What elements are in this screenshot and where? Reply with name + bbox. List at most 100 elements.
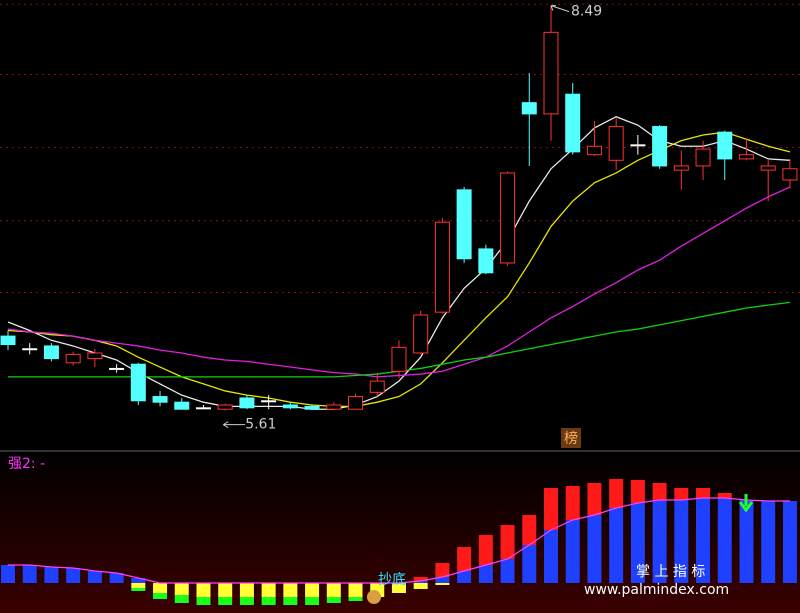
watermark-url: www.palmindex.com [584, 582, 729, 598]
candle-body [43, 345, 59, 360]
indicator-bar [283, 597, 298, 605]
indicator-bar [239, 597, 254, 605]
indicator-bar [761, 501, 776, 583]
indicator-bar [652, 483, 667, 500]
indicator-bar [44, 567, 59, 583]
candle-body [261, 400, 277, 403]
indicator-bar [478, 535, 493, 565]
indicator-bar [478, 565, 493, 583]
candle-body [22, 348, 38, 351]
indicator-bar [131, 578, 146, 583]
candle-body [87, 352, 103, 360]
indicator-bar [630, 503, 645, 583]
candle-body [608, 126, 624, 161]
indicator-bar [674, 488, 689, 500]
candle-body [652, 126, 668, 167]
candle-body [695, 148, 711, 167]
indicator-bar [131, 588, 146, 591]
indicator-bar [22, 565, 37, 583]
indicator-bar [261, 597, 276, 605]
candle-body [413, 314, 429, 354]
indicator-line [8, 497, 790, 584]
indicator-bar [66, 568, 81, 583]
indicator-bar [153, 583, 168, 593]
indicator-bar [739, 500, 754, 583]
candle-body [456, 189, 472, 260]
money-icon [367, 590, 381, 604]
candle-body [478, 248, 494, 274]
indicator-bar [696, 488, 711, 498]
indicator-bar [326, 597, 341, 603]
high-arrow [550, 5, 570, 13]
indicator-bar [674, 500, 689, 583]
indicator-bar [522, 515, 537, 545]
indicator-bar [391, 583, 406, 593]
candle-body [0, 335, 16, 346]
indicator-bar [652, 500, 667, 583]
candle-body [348, 396, 364, 410]
indicator-bar [457, 571, 472, 583]
candle-body [174, 401, 190, 410]
candle-body [673, 165, 689, 171]
candle-body [304, 405, 320, 410]
badge-box [561, 428, 581, 448]
candle-body [109, 367, 125, 370]
indicator-bar [500, 559, 515, 583]
indicator-bar [218, 597, 233, 605]
indicator-bar [174, 595, 189, 603]
candle-body [326, 404, 342, 410]
indicator-bar [348, 583, 363, 597]
indicator-bar [609, 479, 624, 508]
candle-body [630, 144, 646, 147]
candle-body [782, 168, 798, 181]
indicator-bar [413, 581, 428, 583]
indicator-bar [522, 545, 537, 583]
indicator-bar [305, 597, 320, 605]
indicator-bar [565, 486, 580, 520]
indicator-bar [457, 547, 472, 571]
candle-body [239, 397, 255, 409]
candle-body [152, 396, 168, 403]
indicator-bar [196, 597, 211, 605]
indicator-bar [131, 583, 146, 588]
candle-body [717, 131, 733, 160]
indicator-bar [348, 597, 363, 601]
candle-body [565, 93, 581, 153]
indicator-bar [413, 583, 428, 589]
indicator-bar [218, 583, 233, 597]
indicator-bar [544, 488, 558, 530]
candle-body [586, 145, 602, 156]
candle-body [282, 404, 298, 409]
candle-body [434, 221, 450, 313]
indicator-bar [1, 565, 15, 583]
indicator-bar [153, 593, 168, 599]
indicator-bar [782, 501, 797, 583]
candle-body [391, 346, 407, 372]
indicator-bar [587, 515, 602, 583]
badge-label: 榜 [564, 430, 578, 447]
indicator-title: 强2: - [8, 456, 45, 472]
candle-body [369, 380, 385, 393]
indicator-bar [326, 583, 341, 597]
candle-body [195, 407, 211, 410]
indicator-annotation: 抄底 [378, 572, 406, 588]
indicator-bar [196, 583, 211, 597]
high-label: 8.49 [571, 4, 602, 20]
indicator-bar [261, 583, 276, 597]
candle-body [738, 154, 754, 160]
candle-body [65, 353, 81, 364]
indicator-bar [544, 530, 558, 583]
indicator-bar [500, 525, 515, 559]
indicator-bar [717, 493, 732, 498]
indicator-bar [87, 571, 102, 583]
low-label: 5.61 [245, 417, 276, 433]
indicator-bar [435, 563, 450, 577]
indicator-bar [435, 583, 450, 585]
candle-body [521, 102, 537, 115]
indicator-bar [587, 483, 602, 515]
indicator-bar [630, 480, 645, 503]
indicator-bar [109, 573, 124, 583]
indicator-bar [609, 508, 624, 583]
price-panel [0, 0, 800, 450]
